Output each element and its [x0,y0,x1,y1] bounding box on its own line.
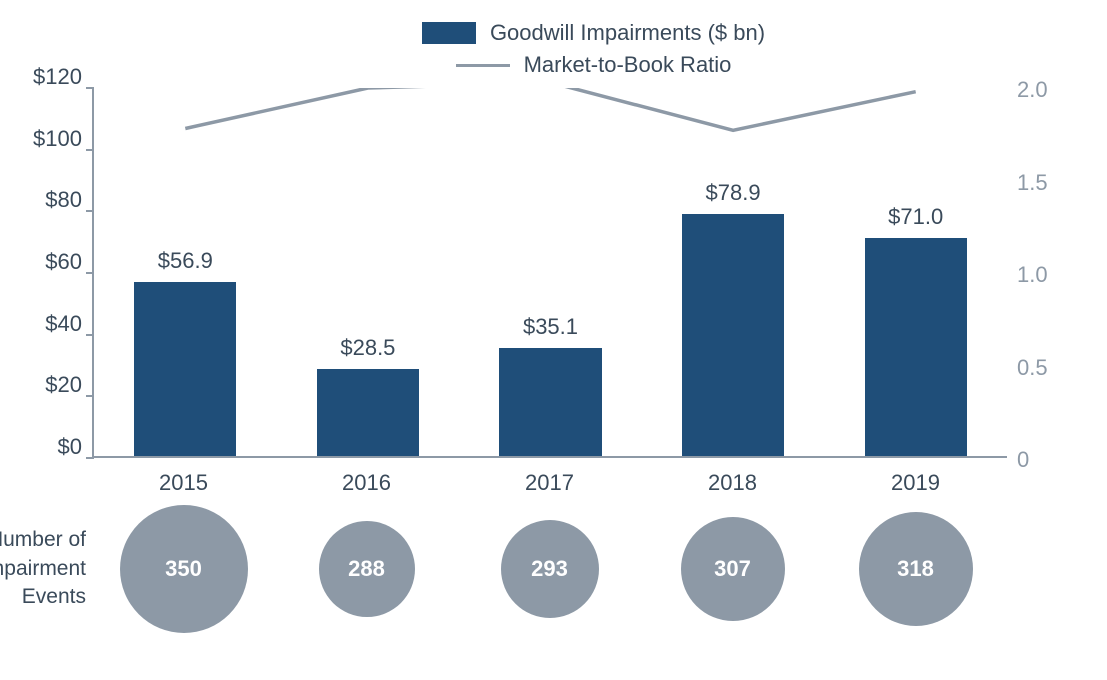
bar-value-label: $78.9 [706,180,761,206]
bubble-cell: 318 [824,504,1007,634]
impairment-count-bubble: 350 [120,505,248,633]
bar: $78.9 [682,214,784,456]
y-axis-right: 2.01.51.00.50 [1007,88,1067,458]
y-axis-left: $120$100$80$60$40$20$0 [20,88,92,458]
bar-col: $56.9 [94,88,277,456]
x-tick-label: 2018 [641,458,824,496]
bar-col: $35.1 [459,88,642,456]
bar-value-label: $35.1 [523,314,578,340]
bar-col: $28.5 [277,88,460,456]
x-tick-label: 2016 [275,458,458,496]
bubble-cell: 307 [641,504,824,634]
bar: $28.5 [317,369,419,456]
bubble-cell: 288 [275,504,458,634]
bar-value-label: $28.5 [340,335,395,361]
legend-swatch-bar [422,22,476,44]
legend-line-label: Market-to-Book Ratio [524,52,732,78]
legend: Goodwill Impairments ($ bn) Market-to-Bo… [120,20,1067,78]
bar: $35.1 [499,348,601,456]
bar-value-label: $56.9 [158,248,213,274]
x-tick-label: 2019 [824,458,1007,496]
x-axis: 20152016201720182019 [20,458,1067,496]
chart: $120$100$80$60$40$20$0 $56.9 $28.5 $35.1 $7… [20,88,1067,458]
bubble-row: Number ofImpairmentEvents 35028829330731… [20,504,1067,634]
legend-item-line: Market-to-Book Ratio [456,52,732,78]
y-right-tick: 2.0 [1017,77,1048,103]
bubble-cell: 293 [458,504,641,634]
impairment-count-bubble: 293 [501,520,599,618]
y-right-tick: 1.0 [1017,262,1048,288]
bar-col: $78.9 [642,88,825,456]
legend-bar-label: Goodwill Impairments ($ bn) [490,20,765,46]
bar-value-label: $71.0 [888,204,943,230]
bar: $56.9 [134,282,236,456]
y-right-tick: 0.5 [1017,355,1048,381]
bar: $71.0 [865,238,967,456]
legend-swatch-line [456,64,510,67]
plot-area: $56.9 $28.5 $35.1 $78.9 $71.0 [92,88,1007,458]
bars-layer: $56.9 $28.5 $35.1 $78.9 $71.0 [94,88,1007,456]
impairment-count-bubble: 318 [859,512,973,626]
x-tick-label: 2017 [458,458,641,496]
x-tick-label: 2015 [92,458,275,496]
impairment-count-bubble: 307 [681,517,785,621]
impairment-count-bubble: 288 [319,521,415,617]
bubble-row-title: Number ofImpairmentEvents [0,526,92,611]
bar-col: $71.0 [824,88,1007,456]
bubble-cell: 350 [92,504,275,634]
y-right-tick: 0 [1017,447,1029,473]
legend-item-bars: Goodwill Impairments ($ bn) [422,20,765,46]
y-right-tick: 1.5 [1017,170,1048,196]
